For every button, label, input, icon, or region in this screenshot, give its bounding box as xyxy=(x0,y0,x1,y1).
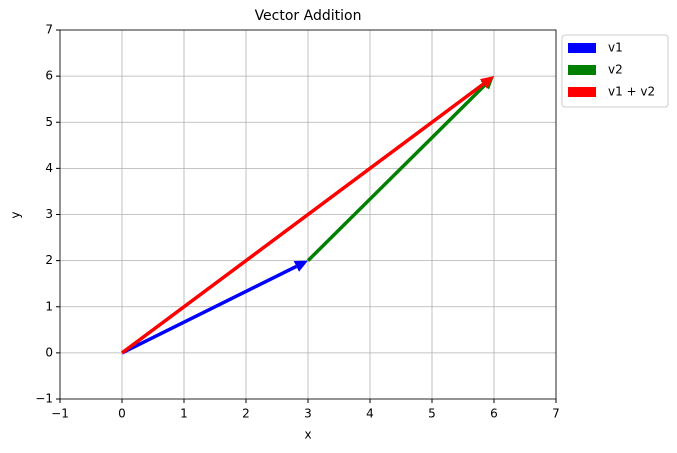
y-tick-label: 5 xyxy=(45,115,53,129)
chart-title: Vector Addition xyxy=(255,8,362,24)
vector-arrow xyxy=(120,76,494,355)
y-tick-label: 4 xyxy=(45,161,53,175)
x-tick-label: 6 xyxy=(490,407,498,421)
y-tick-label: 6 xyxy=(45,69,53,83)
y-axis-label: y xyxy=(9,211,23,218)
vector-arrow xyxy=(121,260,308,355)
x-tick-label: 5 xyxy=(428,407,436,421)
legend-label: v1 xyxy=(608,41,623,55)
legend-label: v2 xyxy=(608,63,623,77)
arrow-shaft xyxy=(306,84,487,262)
legend-swatch xyxy=(568,87,596,97)
legend-label: v1 + v2 xyxy=(608,85,655,99)
x-tick-label: 1 xyxy=(180,407,188,421)
x-tick-label: 3 xyxy=(304,407,312,421)
legend-swatch xyxy=(568,65,596,75)
legend-swatch xyxy=(568,43,596,53)
x-tick-label: 7 xyxy=(552,407,560,421)
arrow-head xyxy=(293,260,308,272)
plot-frame xyxy=(59,29,557,400)
x-axis-label: x xyxy=(304,428,311,442)
arrow-shaft xyxy=(121,264,298,355)
y-tick-label: 3 xyxy=(45,207,53,221)
y-tick-label: −1 xyxy=(35,392,53,406)
y-tick-label: 7 xyxy=(45,23,53,37)
x-tick-label: 2 xyxy=(242,407,250,421)
y-tick-label: 1 xyxy=(45,299,53,313)
arrow-head xyxy=(479,76,494,89)
y-tick-label: 2 xyxy=(45,253,53,267)
x-tick-label: −1 xyxy=(51,407,69,421)
x-tick-label: 0 xyxy=(118,407,126,421)
x-tick-label: 4 xyxy=(366,407,374,421)
arrow-shaft xyxy=(120,82,485,355)
y-tick-label: 0 xyxy=(45,345,53,359)
